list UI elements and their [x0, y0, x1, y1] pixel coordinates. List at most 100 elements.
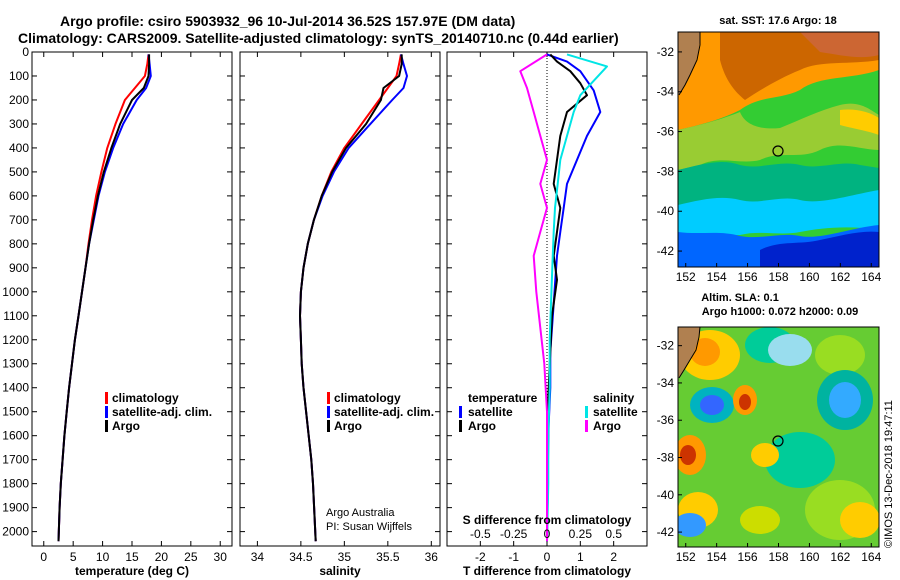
imos-stamp: ©IMOS 13-Dec-2018 19:47:11 — [883, 400, 895, 548]
sla-map: Altim. SLA: 0.1 Argo h1000: 0.072 h2000:… — [657, 292, 882, 564]
difference-x-ticks: -2 -1 0 1 2 — [475, 52, 617, 564]
salinity-xlabel: salinity — [319, 564, 361, 578]
depth-tick-label: 300 — [9, 117, 29, 131]
legend-temperature-title: temperature — [468, 391, 538, 405]
credit-org: Argo Australia — [326, 507, 395, 519]
series-s-argo-line — [519, 53, 548, 542]
lon-tick-label: 156 — [738, 270, 758, 284]
sla-field — [678, 327, 879, 547]
legend-s-satellite-swatch — [585, 406, 588, 418]
temperature-panel: 0100200300400500600700800900100011001200… — [2, 45, 233, 578]
difference-depth-ticks — [447, 51, 647, 533]
legend-climatology-label: climatology — [112, 391, 179, 405]
lon-tick-label: 154 — [707, 550, 727, 564]
float-position-marker — [772, 435, 784, 447]
temperature-axes-frame — [31, 51, 233, 547]
legend-s-argo-swatch — [585, 420, 588, 432]
lon-tick-label: 162 — [830, 550, 850, 564]
depth-tick-label: 1200 — [2, 333, 29, 347]
sst-field — [678, 32, 879, 267]
depth-tick-label: 400 — [9, 141, 29, 155]
credit-pi: PI: Susan Wijffels — [326, 521, 412, 533]
lon-tick-label: 162 — [830, 270, 850, 284]
sla-map-title-line2: Argo h1000: 0.072 h2000: 0.09 — [702, 306, 859, 318]
s-diff-tick-label: -0.5 — [470, 527, 491, 541]
depth-tick-label: 600 — [9, 189, 29, 203]
legend-satellite-label: satellite-adj. clim. — [112, 405, 212, 419]
s-difference-xlabel: S difference from climatology — [463, 513, 632, 527]
lat-tick-label: -34 — [657, 85, 675, 99]
legend-t-satellite-label: satellite — [468, 405, 513, 419]
x-tick-label: 5 — [70, 550, 77, 564]
x-tick-label: 25 — [184, 550, 198, 564]
lat-tick-label: -36 — [657, 125, 675, 139]
depth-tick-label: 800 — [9, 237, 29, 251]
figure-title-line1: Argo profile: csiro 5903932_96 10-Jul-20… — [60, 13, 515, 29]
lon-tick-label: 160 — [799, 270, 819, 284]
x-tick-label: 0 — [544, 550, 551, 564]
depth-tick-label: 2000 — [2, 525, 29, 539]
lat-tick-label: -32 — [657, 339, 675, 353]
lat-tick-label: -36 — [657, 413, 675, 427]
lat-tick-label: -40 — [657, 488, 675, 502]
series-s-satellite-line — [546, 53, 608, 542]
x-tick-label: 36 — [425, 550, 439, 564]
depth-tick-label: 1000 — [2, 285, 29, 299]
legend-satellite-swatch — [327, 406, 330, 418]
lon-tick-label: 156 — [738, 550, 758, 564]
depth-tick-label: 1700 — [2, 453, 29, 467]
legend-argo-label: Argo — [334, 419, 362, 433]
difference-profiles — [519, 53, 608, 542]
legend-climatology-label: climatology — [334, 391, 401, 405]
s-diff-tick-label: 0.25 — [569, 527, 593, 541]
legend-t-argo-swatch — [459, 420, 462, 432]
depth-ticks: 0 100 200 300 400 500 600 700 800 900 1000 1100 1200… — [2, 45, 232, 539]
x-tick-label: 1 — [577, 550, 584, 564]
legend-s-satellite-label: satellite — [593, 405, 638, 419]
depth-tick-label: 1500 — [2, 405, 29, 419]
x-tick-label: -1 — [508, 550, 519, 564]
t-difference-xlabel: T difference from climatology — [463, 564, 631, 578]
x-tick-label: 34.5 — [289, 550, 313, 564]
depth-tick-label: 200 — [9, 93, 29, 107]
depth-tick-label: 900 — [9, 261, 29, 275]
legend-argo-swatch — [105, 420, 108, 432]
lat-tick-label: -38 — [657, 451, 675, 465]
salinity-x-ticks: 34 34.5 35 35.5 36 — [251, 52, 439, 564]
salinity-panel: 34 34.5 35 35.5 36 salinity climatology sate… — [239, 51, 441, 578]
salinity-legend: climatology satellite-adj. clim. Argo — [327, 391, 434, 433]
x-tick-label: 30 — [214, 550, 228, 564]
salinity-depth-ticks — [240, 51, 440, 533]
depth-tick-label: 1800 — [2, 477, 29, 491]
sst-map: sat. SST: 17.6 Argo: 18 152 154 156 158 160 1… — [657, 15, 882, 284]
figure-title-line2: Climatology: CARS2009. Satellite-adjuste… — [18, 30, 619, 46]
temperature-xlabel: temperature (deg C) — [75, 564, 189, 578]
depth-tick-label: 700 — [9, 213, 29, 227]
depth-tick-label: 500 — [9, 165, 29, 179]
lon-tick-label: 152 — [676, 550, 696, 564]
lon-tick-label: 160 — [799, 550, 819, 564]
s-difference-ticks: -0.5 -0.25 0 0.25 0.5 — [470, 527, 622, 541]
s-diff-tick-label: -0.25 — [500, 527, 528, 541]
x-tick-label: 2 — [610, 550, 617, 564]
sst-map-title: sat. SST: 17.6 Argo: 18 — [719, 15, 837, 27]
lat-tick-label: -40 — [657, 204, 675, 218]
temperature-legend: climatology satellite-adj. clim. Argo — [105, 391, 212, 433]
lon-tick-label: 164 — [861, 270, 881, 284]
lat-tick-label: -38 — [657, 164, 675, 178]
x-tick-label: 10 — [96, 550, 110, 564]
sla-map-title-line1: Altim. SLA: 0.1 — [701, 292, 779, 304]
lat-tick-label: -42 — [657, 244, 675, 258]
temperature-x-ticks: 0 5 10 15 20 25 30 — [40, 52, 227, 564]
series-argo-line — [299, 54, 403, 542]
depth-tick-label: 1400 — [2, 381, 29, 395]
lon-tick-label: 158 — [768, 550, 788, 564]
x-tick-label: -2 — [475, 550, 486, 564]
difference-legend: temperature satellite Argo salinity sate… — [459, 391, 638, 433]
salinity-axes-frame — [239, 51, 441, 547]
x-tick-label: 34 — [251, 550, 265, 564]
x-tick-label: 20 — [155, 550, 169, 564]
depth-tick-label: 1300 — [2, 357, 29, 371]
float-position-marker — [772, 145, 784, 157]
lat-tick-label: -42 — [657, 525, 675, 539]
